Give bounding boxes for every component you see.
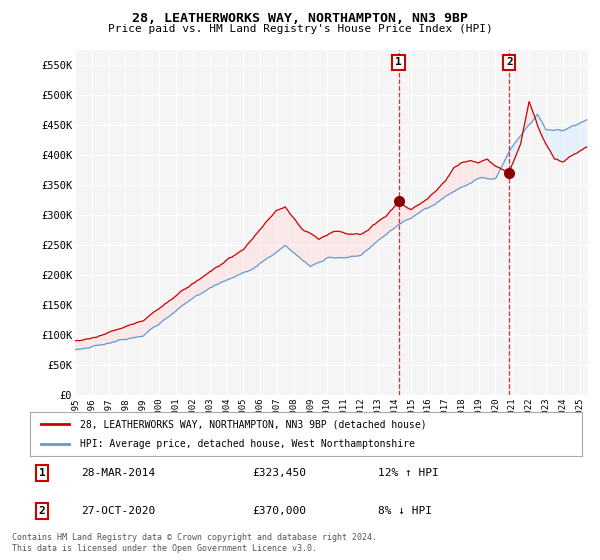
Text: 12% ↑ HPI: 12% ↑ HPI [378, 468, 439, 478]
Text: £323,450: £323,450 [252, 468, 306, 478]
Text: HPI: Average price, detached house, West Northamptonshire: HPI: Average price, detached house, West… [80, 439, 415, 449]
Text: 28-MAR-2014: 28-MAR-2014 [81, 468, 155, 478]
Text: 2: 2 [38, 506, 46, 516]
Text: Contains HM Land Registry data © Crown copyright and database right 2024.
This d: Contains HM Land Registry data © Crown c… [12, 533, 377, 553]
Text: 2: 2 [506, 57, 512, 67]
Text: Price paid vs. HM Land Registry's House Price Index (HPI): Price paid vs. HM Land Registry's House … [107, 24, 493, 34]
Text: 8% ↓ HPI: 8% ↓ HPI [378, 506, 432, 516]
Text: £370,000: £370,000 [252, 506, 306, 516]
Text: 28, LEATHERWORKS WAY, NORTHAMPTON, NN3 9BP: 28, LEATHERWORKS WAY, NORTHAMPTON, NN3 9… [132, 12, 468, 25]
Text: 27-OCT-2020: 27-OCT-2020 [81, 506, 155, 516]
Text: 1: 1 [38, 468, 46, 478]
Text: 28, LEATHERWORKS WAY, NORTHAMPTON, NN3 9BP (detached house): 28, LEATHERWORKS WAY, NORTHAMPTON, NN3 9… [80, 419, 427, 429]
Text: 1: 1 [395, 57, 402, 67]
